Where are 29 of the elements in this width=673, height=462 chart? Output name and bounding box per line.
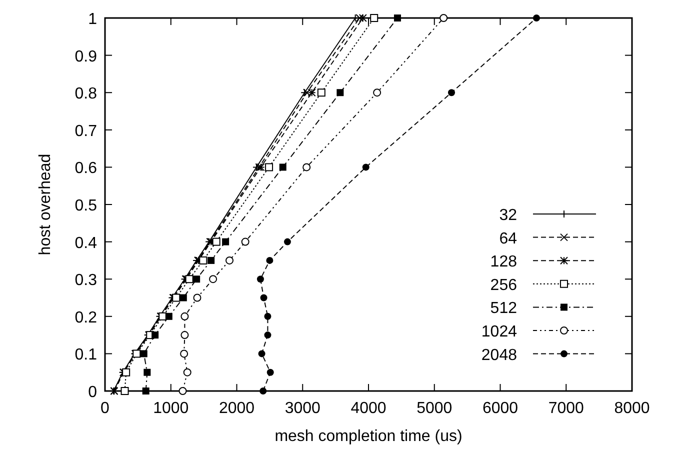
x-tick-label: 3000 (284, 400, 321, 417)
y-tick-label: 0.4 (74, 234, 98, 252)
legend-label: 256 (490, 276, 518, 294)
legend-label: 64 (499, 230, 518, 248)
legend-label: 2048 (481, 346, 518, 364)
y-tick-label: 0.2 (74, 309, 98, 326)
x-tick-label: 2000 (218, 400, 255, 417)
y-tick-label: 0.6 (74, 160, 98, 178)
legend-label: 512 (490, 300, 518, 318)
legend-label: 32 (499, 207, 518, 224)
y-tick-label: 0.5 (74, 198, 98, 214)
x-tick-label: 7000 (548, 400, 584, 417)
x-tick-label: 5000 (416, 400, 452, 417)
y-tick-label: 0.8 (74, 86, 98, 103)
y-tick-label: 1 (88, 11, 98, 28)
x-tick-label: 1000 (153, 400, 189, 417)
y-tick-label: 0.7 (74, 122, 98, 140)
x-tick-label: 6000 (482, 400, 518, 417)
y-tick-label: 0 (88, 384, 98, 401)
y-tick-label: 0.3 (74, 272, 98, 290)
y-tick-label: 0.1 (74, 346, 98, 364)
legend-label: 1024 (481, 324, 518, 340)
x-tick-label: 4000 (350, 400, 386, 417)
x-tick-label: 8000 (614, 400, 650, 417)
legend-label: 128 (490, 254, 518, 271)
x-tick-label: 0 (100, 400, 110, 417)
x-axis-title: mesh completion time (us) (274, 428, 462, 445)
y-axis-title: host overhead (37, 154, 54, 256)
y-tick-label: 0.9 (74, 48, 98, 66)
